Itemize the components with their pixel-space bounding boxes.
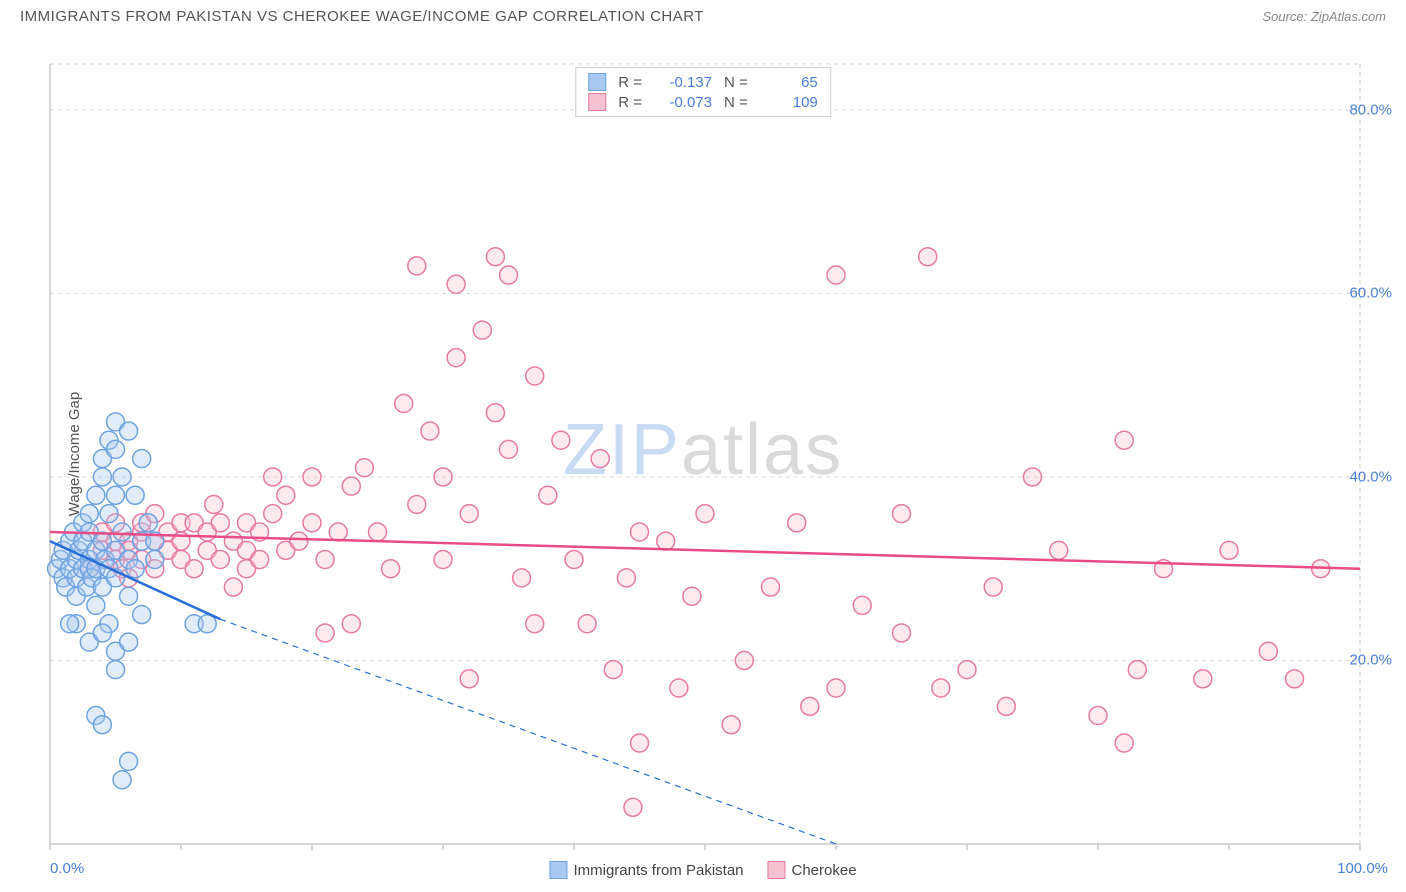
legend-row-series-0: R = -0.137 N = 65 (588, 72, 818, 92)
swatch-series-1 (588, 93, 606, 111)
swatch-series-0b (549, 861, 567, 879)
legend-item-series-1: Cherokee (768, 861, 857, 879)
correlation-legend: R = -0.137 N = 65 R = -0.073 N = 109 (575, 67, 831, 117)
series-legend: Immigrants from Pakistan Cherokee (549, 861, 856, 879)
y-tick-label: 40.0% (1349, 468, 1392, 485)
legend-row-series-1: R = -0.073 N = 109 (588, 92, 818, 112)
y-tick-label: 20.0% (1349, 652, 1392, 669)
legend-item-series-0: Immigrants from Pakistan (549, 861, 743, 879)
chart-title: IMMIGRANTS FROM PAKISTAN VS CHEROKEE WAG… (20, 8, 704, 25)
y-tick-label: 80.0% (1349, 101, 1392, 118)
chart-container: Wage/Income Gap ZIPatlas R = -0.137 N = … (0, 29, 1406, 879)
swatch-series-0 (588, 73, 606, 91)
swatch-series-1b (768, 861, 786, 879)
x-axis-min-label: 0.0% (50, 860, 84, 877)
scatter-plot-svg (0, 29, 1406, 859)
y-axis-label: Wage/Income Gap (66, 392, 83, 517)
source-attribution: Source: ZipAtlas.com (1262, 9, 1386, 24)
x-axis-max-label: 100.0% (1337, 860, 1388, 877)
y-tick-label: 60.0% (1349, 285, 1392, 302)
